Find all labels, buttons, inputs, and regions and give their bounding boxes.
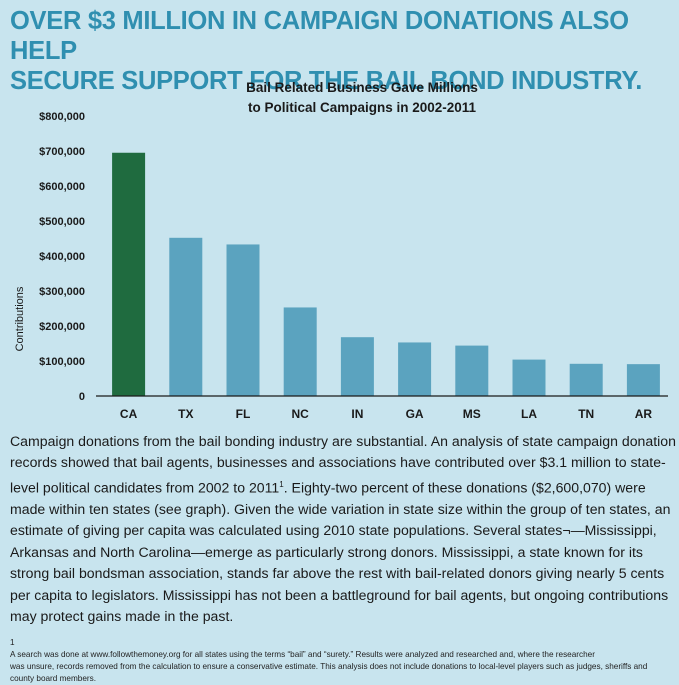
paragraph-line-7: strong bail bondsman association, stands… [10,565,665,582]
y-tick-label: 0 [79,391,85,403]
bar-fl [226,244,260,396]
bar-tn [569,363,603,396]
bar-chart: Bail Related Business Gave Millions to P… [14,80,668,421]
headline: OVER $3 MILLION IN CAMPAIGN DONATIONS AL… [10,6,670,96]
x-tick-label-ms: MS [463,407,481,421]
body-paragraph: Campaign donations from the bail bonding… [10,431,676,627]
footnote-reference: 1 [279,479,284,489]
y-axis-label: Contributions [14,286,26,351]
y-tick-label: $400,000 [39,251,85,263]
footnote-line-1-text: A search was done at www.followthemoney.… [10,650,595,659]
y-axis-ticks: 0 $100,000 $200,000 $300,000 $400,000 $500,00… [39,111,85,403]
bar-la [512,359,546,396]
x-tick-label-in: IN [351,407,363,421]
x-tick-label-tn: TN [578,407,594,421]
y-tick-label: $800,000 [39,111,85,123]
bar-in [340,337,374,396]
bars [112,152,660,396]
y-tick-label: $500,000 [39,216,85,228]
footnote-line-1: 1 A search was done at www.followthemoney… [10,637,672,661]
bar-tx [169,237,203,396]
paragraph-line-8: per capita to legislators. Mississippi h… [10,586,669,603]
y-tick-label: $100,000 [39,356,85,368]
paragraph-line-1: Campaign donations from the bail bonding… [10,433,676,449]
x-tick-label-fl: FL [236,407,251,421]
footnote: 1 A search was done at www.followthemoney… [10,637,672,685]
paragraph-line-5: estimate of giving per capita was calcul… [10,522,657,539]
chart-title-line-1: Bail Related Business Gave Millions [246,80,478,95]
paragraph-line-3: level political candidates from 2002 to … [10,474,672,499]
x-tick-label-la: LA [521,407,537,421]
bar-ms [455,345,489,396]
paragraph-line-3-b: . Eighty-two percent of these donations … [283,479,646,496]
bar-ga [398,342,432,396]
footnote-line-3: county board members. [10,674,97,683]
paragraph-line-9: may protect gains made in the past. [10,607,234,624]
footnote-mark: 1 [10,638,15,647]
x-tick-label-ca: CA [120,407,138,421]
y-tick-label: $300,000 [39,286,85,298]
x-tick-label-nc: NC [292,407,310,421]
x-tick-label-ga: GA [406,407,424,421]
headline-line-2: SECURE SUPPORT FOR THE BAIL BOND INDUSTR… [10,67,643,95]
x-tick-label-ar: AR [635,407,653,421]
paragraph-line-6: Arkansas and North Carolina—emerge as pa… [10,543,643,560]
y-tick-label: $700,000 [39,146,85,158]
paragraph-line-4: made within ten states (see graph). Give… [10,500,671,517]
bar-ar [626,364,660,396]
chart-title-line-2: to Political Campaigns in 2002-2011 [248,100,477,115]
paragraph-line-2: records showed that bail agents, busines… [10,454,666,471]
bar-ca [112,152,146,396]
y-tick-label: $600,000 [39,181,85,193]
x-tick-label-tx: TX [178,407,193,421]
y-tick-label: $200,000 [39,321,85,333]
bar-nc [283,307,317,396]
paragraph-line-3-a: level political candidates from 2002 to … [10,479,280,496]
footnote-line-2: was unsure, records removed from the cal… [10,662,648,671]
headline-line-1: OVER $3 MILLION IN CAMPAIGN DONATIONS AL… [10,7,629,65]
x-axis-ticks: CA TX FL NC IN GA MS LA TN AR [120,407,652,421]
